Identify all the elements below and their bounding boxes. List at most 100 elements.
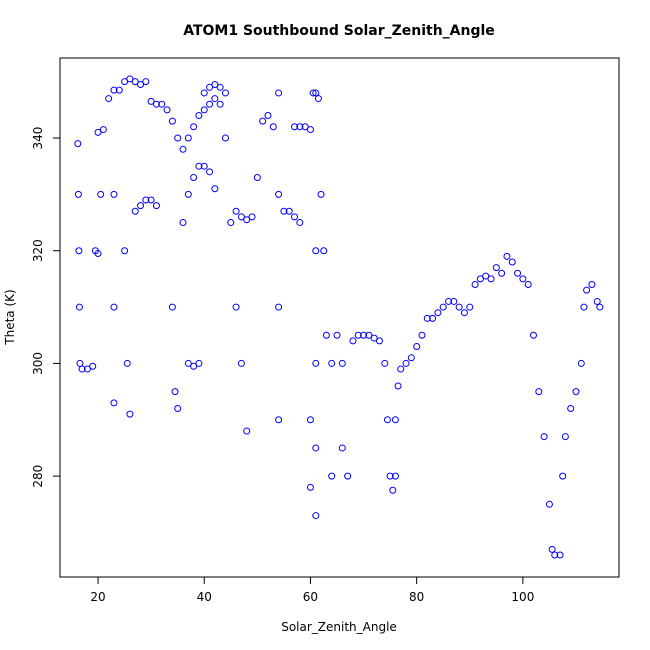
point [354,331,362,339]
point [391,472,399,480]
point [152,202,160,210]
y-axis-label: Theta (K) [3,289,17,345]
point [75,247,83,255]
point [561,433,569,441]
point [195,111,203,119]
point [296,219,304,227]
point [232,207,240,215]
point [97,190,105,198]
point [200,89,208,97]
point [190,173,198,181]
point [83,365,91,373]
point [407,354,415,362]
point [78,365,86,373]
point [142,196,150,204]
point [227,219,235,227]
point [115,86,123,94]
point [137,202,145,210]
point [99,126,107,134]
point [137,80,145,88]
point [450,297,458,305]
point [253,173,261,181]
point [184,134,192,142]
point [548,545,556,553]
point [314,95,322,103]
point [285,207,293,215]
point [365,331,373,339]
point [184,190,192,198]
point [179,145,187,153]
point [211,185,219,193]
point [123,359,131,367]
point [275,190,283,198]
point [492,264,500,272]
point [147,196,155,204]
point [577,359,585,367]
point [259,117,267,125]
x-tick-label: 60 [303,590,318,604]
point [320,247,328,255]
point [243,427,251,435]
point [360,331,368,339]
point [174,134,182,142]
point [171,388,179,396]
point [291,123,299,131]
point [237,213,245,221]
point [312,512,320,520]
point [131,78,139,86]
point [211,95,219,103]
point [545,500,553,508]
point [232,303,240,311]
point [471,281,479,289]
point [482,272,490,280]
point [121,247,129,255]
y-tick-label: 320 [31,239,45,262]
y-tick-label: 340 [31,127,45,150]
point [195,162,203,170]
point [306,126,314,134]
point [383,416,391,424]
point [476,275,484,283]
point [163,106,171,114]
point [309,89,317,97]
point [195,359,203,367]
point [280,207,288,215]
point [312,89,320,97]
point [429,314,437,322]
point [503,252,511,260]
point [264,111,272,119]
y-tick-label: 280 [31,465,45,488]
point [291,213,299,221]
point [312,359,320,367]
point [402,359,410,367]
point [248,213,256,221]
point [105,95,113,103]
point [418,331,426,339]
point [158,100,166,108]
point [312,247,320,255]
x-tick-label: 80 [409,590,424,604]
point [596,303,604,311]
point [317,190,325,198]
point [168,117,176,125]
point [389,486,397,494]
point [94,128,102,136]
point [110,86,118,94]
point [583,286,591,294]
point [434,309,442,317]
point [535,388,543,396]
x-tick-label: 100 [511,590,534,604]
point [152,100,160,108]
point [94,250,102,258]
point [221,89,229,97]
point [275,416,283,424]
point [301,123,309,131]
point [322,331,330,339]
point [413,343,421,351]
point [397,365,405,373]
point [344,472,352,480]
point [296,123,304,131]
y-tick-label: 300 [31,352,45,375]
